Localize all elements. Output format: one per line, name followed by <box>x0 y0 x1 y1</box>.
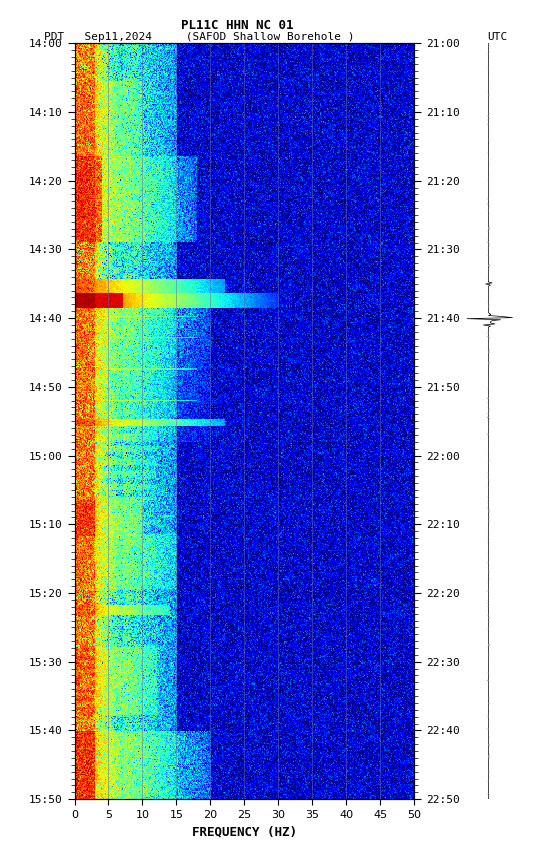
Text: PL11C HHN NC 01: PL11C HHN NC 01 <box>181 19 294 32</box>
Text: UTC: UTC <box>487 32 508 42</box>
Text: PDT   Sep11,2024     (SAFOD Shallow Borehole ): PDT Sep11,2024 (SAFOD Shallow Borehole ) <box>44 32 355 42</box>
X-axis label: FREQUENCY (HZ): FREQUENCY (HZ) <box>192 825 297 838</box>
